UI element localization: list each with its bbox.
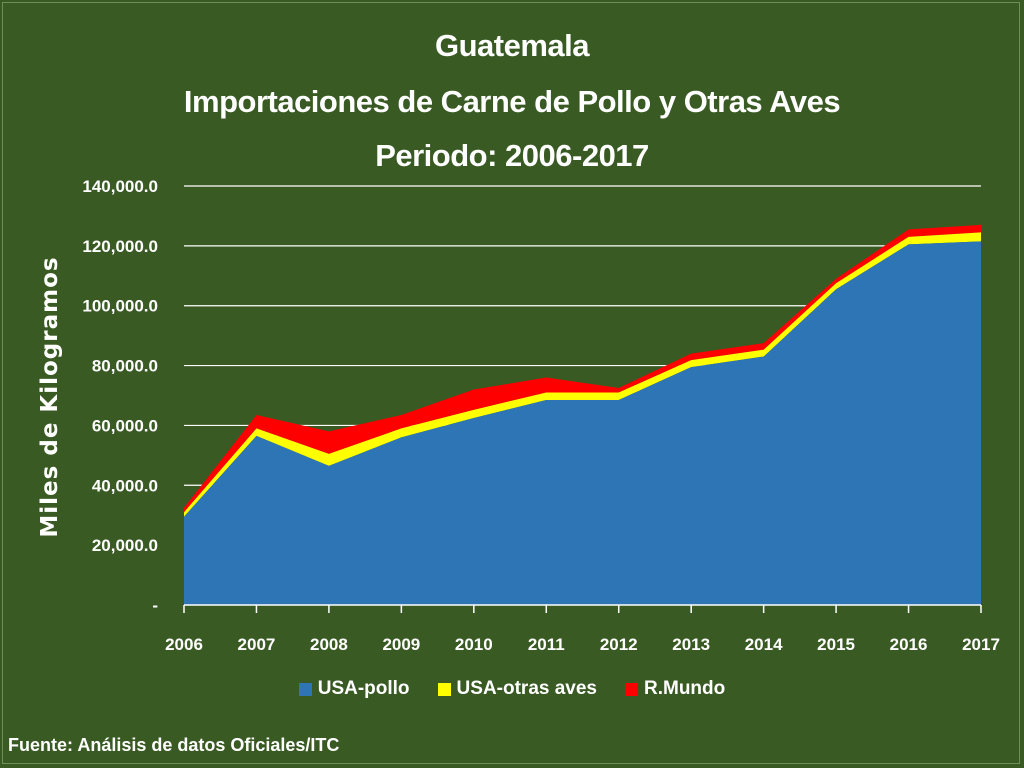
chart-title-line-3: Periodo: 2006-2017 [375, 138, 649, 173]
x-tick-label: 2006 [165, 635, 203, 654]
y-tick-label: 140,000.0 [82, 177, 158, 196]
legend-label-usa-otras-aves: USA-otras aves [456, 678, 597, 699]
legend-swatch-usa-otras-aves [437, 682, 451, 696]
legend-swatch-r-mundo [625, 682, 638, 696]
source-note: Fuente: Análisis de datos Oficiales/ITC [8, 735, 340, 755]
legend-item-usa-otras-aves: USA-otras aves [437, 678, 597, 700]
legend-item-r-mundo: R.Mundo [625, 678, 725, 700]
legend-swatch-usa-pollo [298, 682, 312, 696]
chart-title-line-2: Importaciones de Carne de Pollo y Otras … [183, 84, 841, 119]
y-tick-label: 120,000.0 [82, 237, 158, 256]
y-tick-label: 40,000.0 [92, 476, 158, 495]
x-tick-label: 2012 [600, 635, 638, 654]
x-tick-label: 2016 [890, 635, 928, 654]
x-tick-label: 2008 [310, 635, 348, 654]
y-tick-label: - [152, 596, 158, 615]
legend-label-usa-pollo: USA-pollo [317, 678, 410, 699]
chart-title-line-1: Guatemala [434, 28, 590, 63]
x-tick-label: 2010 [455, 635, 493, 654]
legend: USA-pollo USA-otras aves R.Mundo [0, 678, 1024, 700]
x-tick-label: 2013 [672, 635, 710, 654]
x-tick-label: 2017 [962, 635, 1000, 654]
area-series-usa-pollo [184, 241, 981, 605]
y-tick-label: 100,000.0 [82, 297, 158, 316]
x-tick-label: 2015 [817, 635, 855, 654]
legend-label-r-mundo: R.Mundo [644, 678, 726, 699]
x-tick-label: 2009 [382, 635, 420, 654]
legend-item-usa-pollo: USA-pollo [298, 678, 410, 700]
x-tick-label: 2014 [745, 635, 783, 654]
x-tick-label: 2007 [238, 635, 276, 654]
x-tick-label: 2011 [528, 635, 565, 654]
y-tick-label: 80,000.0 [92, 357, 158, 376]
y-tick-label: 20,000.0 [92, 536, 158, 555]
y-tick-label: 60,000.0 [92, 416, 158, 435]
